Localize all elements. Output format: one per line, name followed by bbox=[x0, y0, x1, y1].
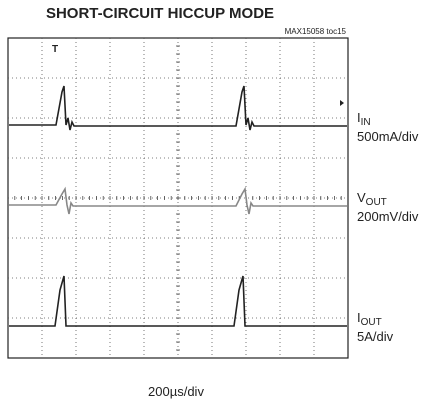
label-main: I bbox=[357, 310, 361, 325]
waveforms bbox=[9, 85, 347, 327]
figure-tag: MAX15058 toc15 bbox=[285, 27, 347, 36]
trace-label: IOUT bbox=[357, 310, 382, 328]
label-sub: OUT bbox=[361, 317, 382, 328]
label-main: V bbox=[357, 190, 366, 205]
timebase: 200µs/div bbox=[148, 384, 204, 399]
label-main: I bbox=[357, 110, 361, 125]
trace-vout bbox=[9, 186, 347, 215]
trace-scale: 5A/div bbox=[357, 329, 394, 344]
trace-scale: 200mV/div bbox=[357, 209, 419, 224]
label-sub: IN bbox=[361, 117, 371, 128]
trigger-marker: T bbox=[52, 44, 58, 55]
trace-scale: 500mA/div bbox=[357, 129, 419, 144]
trace-label: IIN bbox=[357, 110, 371, 128]
title: SHORT-CIRCUIT HICCUP MODE bbox=[46, 5, 274, 22]
trace-labels: IIN 500mA/div VOUT 200mV/div IOUT 5A/div bbox=[357, 110, 419, 344]
label-sub: OUT bbox=[366, 197, 387, 208]
trace-iin bbox=[9, 85, 347, 131]
level-marker bbox=[340, 100, 344, 106]
trace-iout bbox=[9, 275, 347, 327]
trace-label: VOUT bbox=[357, 190, 387, 208]
